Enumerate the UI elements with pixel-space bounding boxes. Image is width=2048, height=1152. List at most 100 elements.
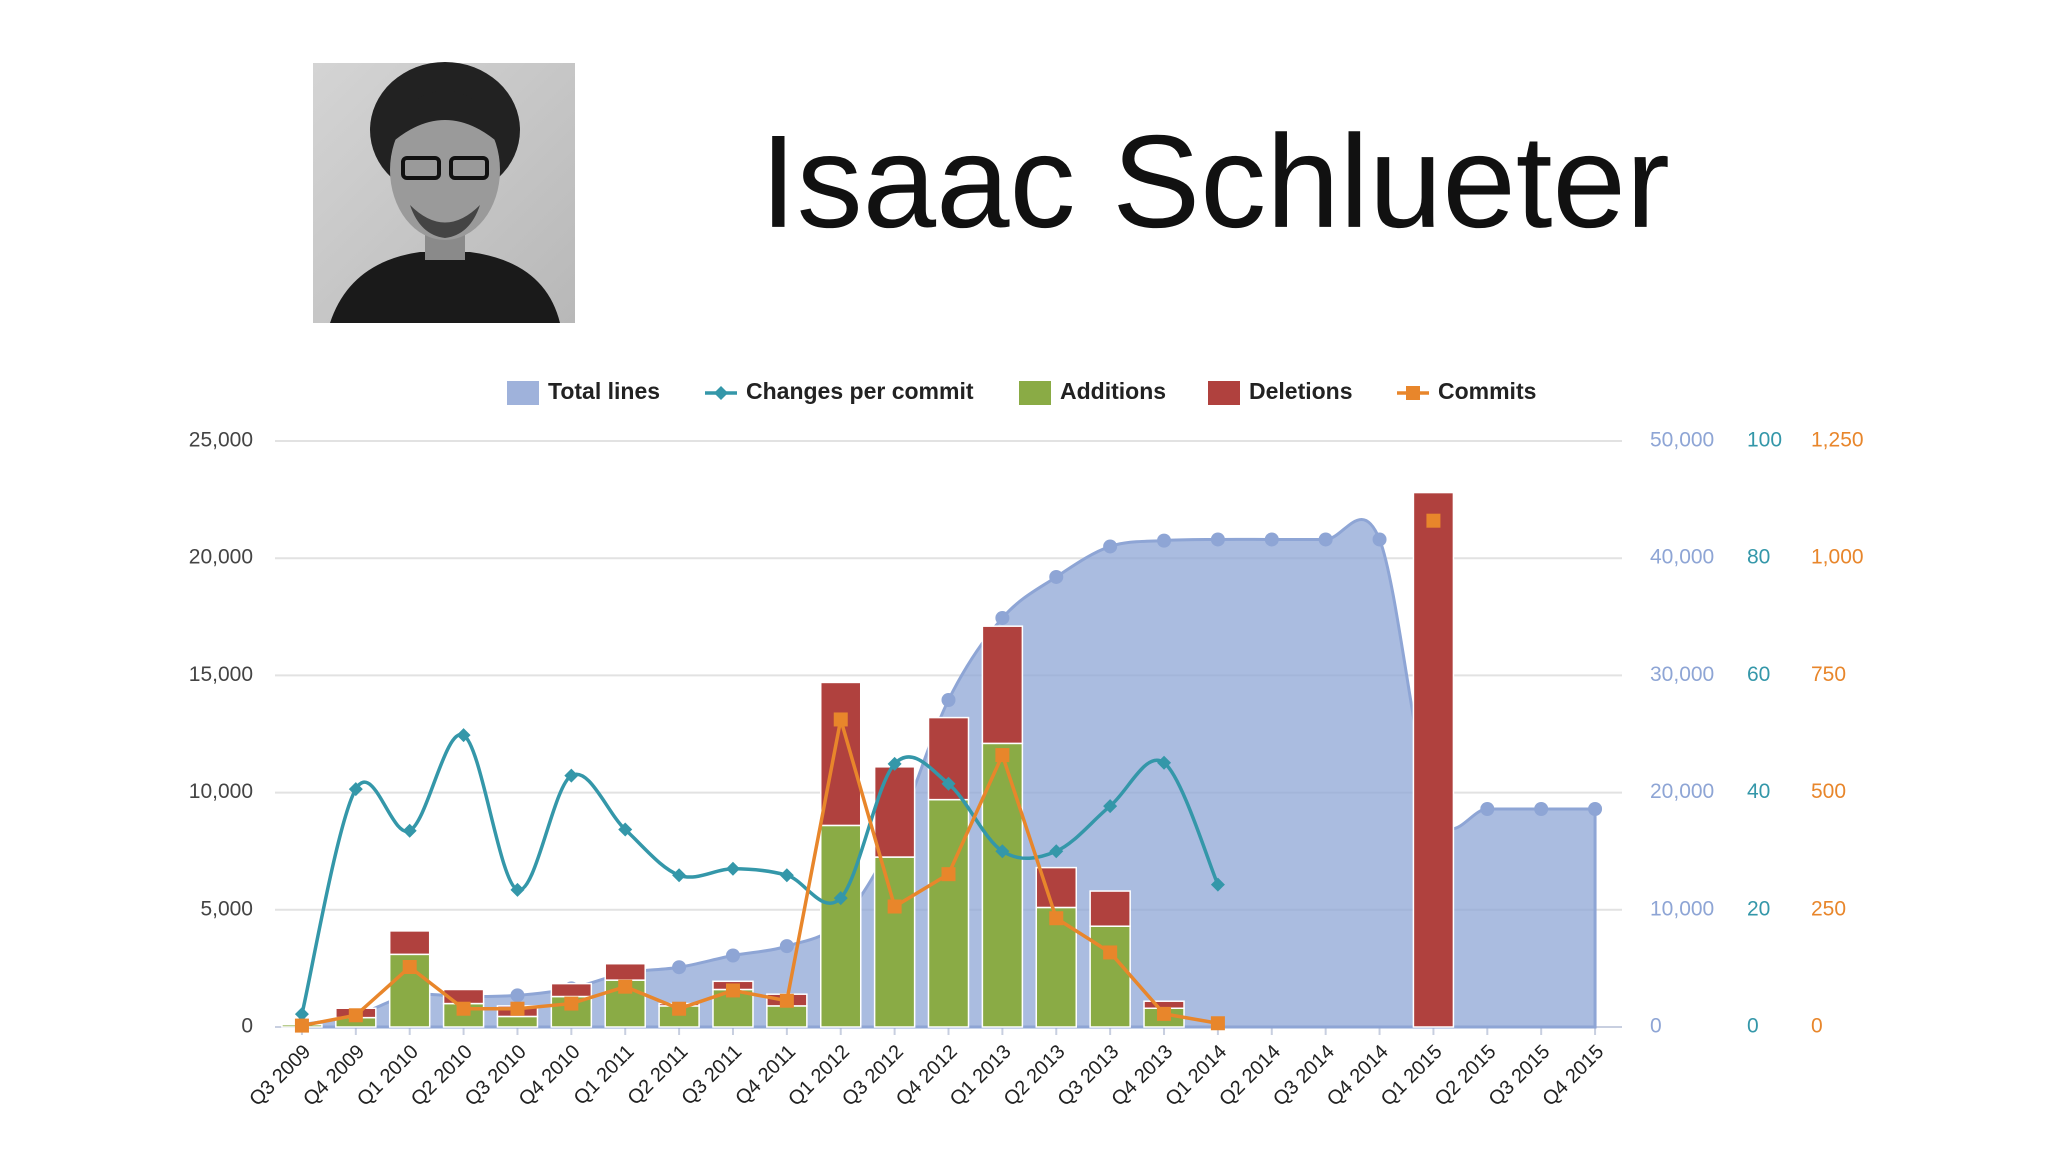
y2-tick-label: 10,000 <box>1650 897 1714 920</box>
area-point <box>1264 532 1279 547</box>
y3-tick-label: 0 <box>1747 1015 1759 1038</box>
area-point <box>1480 802 1495 817</box>
y2-tick-label: 50,000 <box>1650 429 1714 452</box>
area-point <box>779 939 794 954</box>
legend-marker <box>714 386 728 400</box>
legend-swatch <box>507 381 539 405</box>
y4-tick-label: 750 <box>1811 663 1846 686</box>
bar <box>819 824 862 1028</box>
line-point <box>887 756 902 771</box>
line-point <box>564 996 579 1011</box>
area-point <box>725 948 740 963</box>
bar <box>1089 925 1131 1028</box>
line-point <box>1049 844 1064 859</box>
line-point <box>1210 1016 1225 1031</box>
chart: 0 5,000 10,000 15,000 20,000 25,000 0 10,000 20,… <box>189 429 1864 1111</box>
line-point <box>672 868 687 883</box>
line-point <box>348 782 363 797</box>
line-point <box>1426 513 1441 528</box>
line-point <box>833 891 848 906</box>
area-point <box>941 693 956 708</box>
line-point <box>887 899 902 914</box>
line-point <box>725 983 740 998</box>
line-point <box>348 1008 363 1023</box>
bar <box>873 856 916 1028</box>
bar <box>496 1015 539 1028</box>
legend-swatch <box>1019 381 1051 405</box>
legend-label: Additions <box>1060 378 1166 404</box>
y2-tick-label: 30,000 <box>1650 663 1714 686</box>
line-point <box>618 979 633 994</box>
line-point <box>941 776 956 791</box>
line-point <box>1210 877 1225 892</box>
y4-tick-label: 500 <box>1811 780 1846 803</box>
bar <box>873 766 916 858</box>
y2-tick-label: 20,000 <box>1650 780 1714 803</box>
bar <box>819 681 862 827</box>
area-point <box>1210 532 1225 547</box>
y4-tick-label: 1,250 <box>1811 429 1864 452</box>
line-point <box>510 882 525 897</box>
area-point <box>510 988 525 1003</box>
line-point <box>510 1001 525 1016</box>
bar <box>388 930 431 956</box>
legend-marker <box>1406 386 1420 400</box>
line-point <box>1157 755 1172 770</box>
y4-tick-label: 250 <box>1811 897 1846 920</box>
line-point <box>402 823 417 838</box>
bar <box>1089 890 1131 927</box>
line-point <box>1103 945 1118 960</box>
line-point <box>779 868 794 883</box>
bar <box>550 982 593 998</box>
slide-title: Isaac Schlueter <box>760 108 1670 255</box>
line-point <box>294 1007 309 1022</box>
y-tick-label: 15,000 <box>189 663 253 686</box>
line-point <box>725 861 740 876</box>
area-point <box>1534 802 1549 817</box>
bar <box>1412 491 1455 1028</box>
line-point <box>941 867 956 882</box>
y-tick-label: 25,000 <box>189 429 253 452</box>
bar <box>604 962 646 981</box>
legend-label: Deletions <box>1249 378 1353 404</box>
line-point <box>672 1001 687 1016</box>
bar <box>981 625 1024 745</box>
area-point <box>672 960 687 975</box>
line-point <box>995 844 1010 859</box>
y3-tick-label: 60 <box>1747 663 1770 686</box>
line-point <box>456 1001 471 1016</box>
y2-tick-label: 0 <box>1650 1015 1662 1038</box>
line-point <box>564 768 579 783</box>
line-point <box>402 959 417 974</box>
y3-tick-label: 100 <box>1747 429 1782 452</box>
area-point <box>1157 533 1172 548</box>
line-point <box>1103 799 1118 814</box>
y-tick-label: 20,000 <box>189 546 253 569</box>
area-point <box>1049 569 1064 584</box>
legend-label: Commits <box>1438 378 1536 404</box>
y3-tick-label: 20 <box>1747 897 1770 920</box>
y4-tick-label: 0 <box>1811 1015 1823 1038</box>
legend-label: Changes per commit <box>746 378 974 404</box>
area-point <box>1103 539 1118 554</box>
line <box>301 718 1219 1028</box>
legend-label: Total lines <box>548 378 660 404</box>
line-point <box>833 712 848 727</box>
line-point <box>1049 911 1064 926</box>
y3-tick-label: 80 <box>1747 546 1770 569</box>
line-point <box>618 822 633 837</box>
y-tick-label: 0 <box>241 1015 253 1038</box>
line-point <box>456 728 471 743</box>
line-point <box>779 993 794 1008</box>
line-point <box>1157 1006 1172 1021</box>
y4-tick-label: 1,000 <box>1811 546 1864 569</box>
area-point <box>995 610 1010 625</box>
y3-tick-label: 40 <box>1747 780 1770 803</box>
area-point <box>1372 532 1387 547</box>
line-point <box>995 748 1010 763</box>
line-point <box>294 1018 309 1033</box>
area-point <box>1318 532 1333 547</box>
portrait-photo <box>313 62 575 323</box>
